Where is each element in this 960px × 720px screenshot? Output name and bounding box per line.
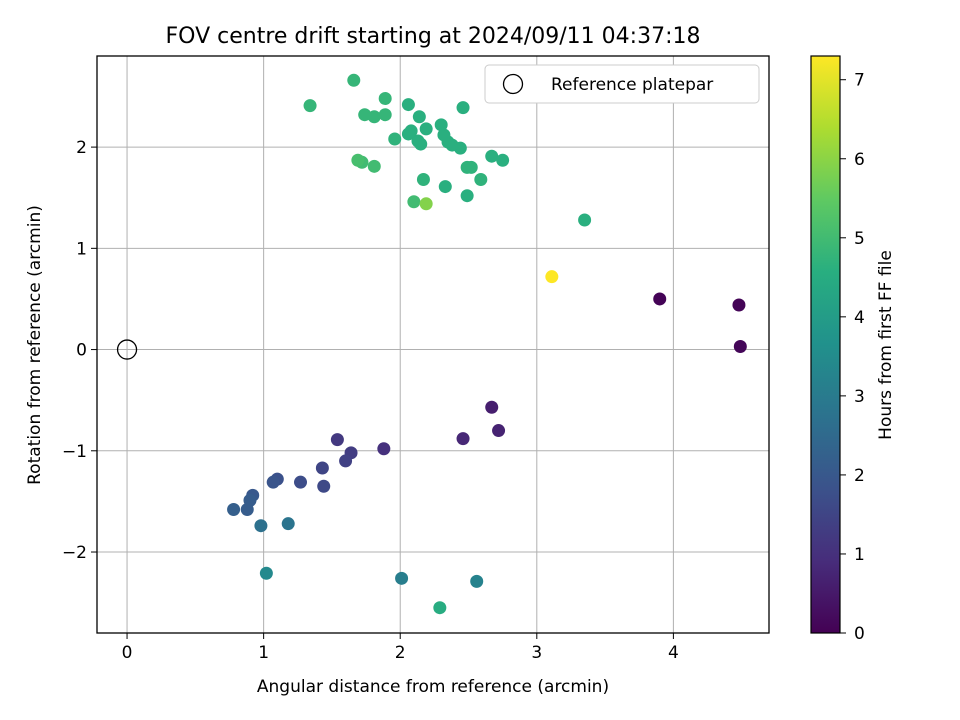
data-point xyxy=(303,99,317,113)
data-point xyxy=(315,461,329,475)
data-point xyxy=(545,270,559,284)
data-point xyxy=(330,433,344,447)
data-point xyxy=(485,400,499,414)
x-tick-label: 0 xyxy=(122,643,133,663)
data-point xyxy=(281,517,295,531)
data-point xyxy=(433,601,447,615)
data-point xyxy=(378,108,392,122)
legend-marker-reference xyxy=(502,73,524,95)
data-point xyxy=(259,566,273,580)
legend-box xyxy=(484,64,760,104)
data-point xyxy=(401,127,415,141)
y-tick-label: −2 xyxy=(62,543,87,563)
y-tick-label: 1 xyxy=(76,239,87,259)
data-point xyxy=(438,180,452,194)
data-point xyxy=(351,153,365,167)
data-point xyxy=(460,189,474,203)
colorbar-tick-label: 5 xyxy=(854,229,865,249)
legend: Reference platepar xyxy=(484,64,760,104)
data-point xyxy=(732,298,746,312)
y-tick-label: −1 xyxy=(62,442,87,462)
data-point xyxy=(460,160,474,174)
data-point xyxy=(416,172,430,186)
data-point xyxy=(367,159,381,173)
x-axis-label: Angular distance from reference (arcmin) xyxy=(257,677,609,697)
data-point xyxy=(474,172,488,186)
data-point xyxy=(227,503,241,517)
data-point xyxy=(266,475,280,489)
data-point xyxy=(407,195,421,209)
data-point xyxy=(412,110,426,124)
y-tick-label: 2 xyxy=(76,138,87,158)
x-tick-label: 3 xyxy=(531,643,542,663)
y-axis-label: Rotation from reference (arcmin) xyxy=(25,205,45,485)
data-point xyxy=(419,197,433,211)
data-point xyxy=(419,122,433,136)
data-point xyxy=(733,340,747,354)
data-point xyxy=(411,134,425,148)
colorbar-tick-label: 3 xyxy=(854,387,865,407)
data-point xyxy=(578,213,592,227)
colorbar-tick-label: 7 xyxy=(854,71,865,91)
data-point xyxy=(254,519,268,533)
y-tick-label: 0 xyxy=(76,341,87,361)
x-tick-label: 2 xyxy=(395,643,406,663)
colorbar-label: Hours from first FF file xyxy=(876,250,896,440)
colorbar-tick-label: 1 xyxy=(854,545,865,565)
colorbar xyxy=(810,55,841,634)
data-point xyxy=(456,432,470,446)
data-point xyxy=(485,149,499,163)
x-tick-label: 4 xyxy=(668,643,679,663)
colorbar-tick-label: 4 xyxy=(854,308,865,328)
colorbar-ticks: 0 1 2 3 4 5 6 7 xyxy=(840,71,865,644)
colorbar-tick-label: 6 xyxy=(854,150,865,170)
x-axis-ticks: 0 1 2 3 4 xyxy=(122,633,679,663)
data-point xyxy=(470,574,484,588)
data-point xyxy=(378,92,392,106)
x-tick-label: 1 xyxy=(258,643,269,663)
data-point xyxy=(347,73,361,87)
data-point xyxy=(434,118,448,132)
data-point xyxy=(401,98,415,112)
data-points xyxy=(116,73,747,615)
data-point xyxy=(395,571,409,585)
data-point xyxy=(317,479,331,493)
chart-title: FOV centre drift starting at 2024/09/11 … xyxy=(166,24,701,49)
data-point xyxy=(240,503,254,517)
reference-platepar-marker xyxy=(116,339,138,360)
data-point xyxy=(388,132,402,146)
data-point xyxy=(492,424,506,438)
colorbar-tick-label: 2 xyxy=(854,466,865,486)
legend-label-reference: Reference platepar xyxy=(551,75,713,95)
data-point xyxy=(456,101,470,115)
data-point xyxy=(377,442,391,456)
data-point xyxy=(294,475,308,489)
data-point xyxy=(339,454,353,468)
y-axis-ticks: −2 −1 0 1 2 xyxy=(62,138,97,563)
data-point xyxy=(358,108,372,122)
data-point xyxy=(653,292,667,306)
data-point xyxy=(496,153,510,167)
colorbar-tick-label: 0 xyxy=(854,624,865,644)
plot-frame xyxy=(96,55,770,634)
data-point xyxy=(437,128,451,142)
grid-lines xyxy=(97,56,769,633)
